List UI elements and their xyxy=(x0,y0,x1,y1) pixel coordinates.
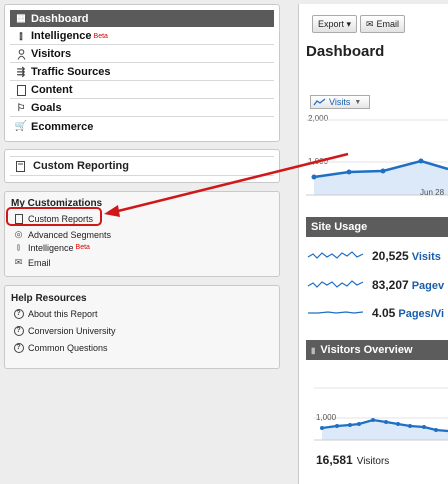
intelligence-label: Intelligence xyxy=(28,242,74,253)
export-button[interactable]: Export ▾ xyxy=(312,15,358,33)
main-nav-panel: ▦ Dashboard ⫾ Intelligence Beta Visitors… xyxy=(4,4,280,142)
help-resources-title: Help Resources xyxy=(11,293,87,304)
visitors-icon xyxy=(15,48,27,60)
nav-label: Traffic Sources xyxy=(31,66,111,78)
visits-area xyxy=(314,161,448,195)
nav-intelligence[interactable]: ⫾ Intelligence Beta xyxy=(10,28,274,45)
conversion-university-link[interactable]: ? Conversion University xyxy=(13,325,116,336)
common-questions-link[interactable]: ? Common Questions xyxy=(13,342,108,353)
visitors-chart xyxy=(314,387,448,441)
metric-pages-per-visit: 4.05 Pages/Vi xyxy=(372,306,444,320)
email-button-label: Email xyxy=(376,19,400,29)
nav-label: Ecommerce xyxy=(31,120,94,133)
email-button[interactable]: ✉ Email xyxy=(360,15,406,33)
metric-pageviews: 83,207 Pagev xyxy=(372,278,444,292)
about-report-label: About this Report xyxy=(28,308,98,319)
nav-label: Dashboard xyxy=(31,12,89,25)
goals-flag-icon: ⚐ xyxy=(16,102,26,114)
metric-value: 20,525 xyxy=(372,249,409,263)
beta-badge: Beta xyxy=(75,244,90,251)
email-envelope-icon: ✉ xyxy=(14,257,23,267)
page-title: Dashboard xyxy=(306,43,385,60)
nav-content[interactable]: Content xyxy=(10,82,274,99)
conversion-university-label: Conversion University xyxy=(28,325,116,336)
nav-dashboard[interactable]: ▦ Dashboard xyxy=(10,10,274,27)
main-content xyxy=(298,4,448,484)
about-report-link[interactable]: ? About this Report xyxy=(13,308,98,319)
y-axis-label-top: 2,000 xyxy=(308,114,329,123)
y-axis-label-mid: 1,000 xyxy=(316,413,337,422)
metric-label[interactable]: Visits xyxy=(411,251,441,263)
site-usage-title: Site Usage xyxy=(311,221,368,233)
drag-handle-icon[interactable]: ▮ xyxy=(311,345,316,355)
visitors-overview-header: ▮ Visitors Overview xyxy=(306,340,448,360)
custom-reporting-panel: Custom Reporting xyxy=(4,149,280,183)
advanced-segments-label: Advanced Segments xyxy=(28,229,112,240)
nav-goals[interactable]: ⚐ Goals xyxy=(10,100,274,117)
custom-report-icon xyxy=(16,160,28,172)
highlight-rectangle xyxy=(6,207,102,226)
common-questions-label: Common Questions xyxy=(28,342,108,353)
beta-badge: Beta xyxy=(93,32,108,40)
content-icon xyxy=(15,84,27,96)
my-customizations-title: My Customizations xyxy=(11,198,103,209)
nav-label: Intelligence xyxy=(31,30,92,42)
visitors-overview-title: Visitors Overview xyxy=(320,344,413,356)
metric-label[interactable]: Pages/Vi xyxy=(398,308,445,320)
email-label: Email xyxy=(28,257,51,268)
line-chart-icon xyxy=(313,98,326,106)
custom-reporting-link[interactable]: Custom Reporting xyxy=(10,156,274,176)
nav-traffic-sources[interactable]: ⇶ Traffic Sources xyxy=(10,64,274,81)
dashboard-icon: ▦ xyxy=(16,13,26,24)
data-point xyxy=(380,168,386,174)
site-usage-header: Site Usage xyxy=(306,217,448,237)
traffic-sources-icon: ⇶ xyxy=(16,66,26,78)
help-question-icon: ? xyxy=(13,325,24,336)
nav-label: Goals xyxy=(31,102,62,114)
help-question-icon: ? xyxy=(13,342,24,353)
arrow-head xyxy=(104,205,120,217)
metric-label: Visitors xyxy=(356,456,390,467)
custom-reporting-label: Custom Reporting xyxy=(33,160,129,172)
metric-visits: 20,525 Visits xyxy=(372,249,441,263)
sparkline-pageviews xyxy=(307,280,364,288)
metric-selector-label: Visits xyxy=(329,97,351,107)
custom-report-icon xyxy=(13,213,24,224)
nav-visitors[interactable]: Visitors xyxy=(10,46,274,63)
metric-value: 83,207 xyxy=(372,278,409,292)
data-point xyxy=(346,169,352,175)
custom-reports-label: Custom Reports xyxy=(28,213,94,224)
nav-label: Visitors xyxy=(31,48,72,60)
help-resources-panel: Help Resources ? About this Report ? Con… xyxy=(4,285,280,369)
metric-label[interactable]: Pagev xyxy=(411,280,445,292)
total-visitors: 16,581 Visitors xyxy=(316,453,389,467)
x-axis-label: Jun 28 xyxy=(420,188,445,197)
chevron-down-icon: ▼ xyxy=(354,98,362,106)
email-envelope-icon: ✉ xyxy=(366,18,374,29)
nav-label: Content xyxy=(31,84,73,96)
ecommerce-cart-icon: 🛒 xyxy=(14,121,28,132)
metric-value: 4.05 xyxy=(372,306,396,320)
metric-value: 16,581 xyxy=(316,453,353,467)
custom-reports-link[interactable]: Custom Reports xyxy=(13,213,93,224)
visits-chart xyxy=(306,119,448,196)
metric-selector-dropdown[interactable]: Visits ▼ xyxy=(310,95,370,109)
intelligence-icon: ⫾ xyxy=(19,30,23,42)
nav-ecommerce[interactable]: 🛒 Ecommerce xyxy=(10,118,274,135)
sparkline-visits xyxy=(307,251,364,259)
help-question-icon: ? xyxy=(13,308,24,319)
export-label: Export ▾ xyxy=(318,18,352,29)
data-point xyxy=(311,174,317,180)
email-link[interactable]: ✉ Email xyxy=(13,257,51,268)
intelligence-link[interactable]: ⫾ Intelligence Beta xyxy=(13,242,90,253)
my-customizations-panel: My Customizations Custom Reports ◎ Advan… xyxy=(4,191,280,277)
intelligence-icon: ⫾ xyxy=(17,242,20,252)
data-point xyxy=(418,158,424,164)
sparkline-pages-per-visit xyxy=(308,311,364,314)
advanced-segments-link[interactable]: ◎ Advanced Segments xyxy=(13,229,112,240)
segments-icon: ◎ xyxy=(14,229,23,239)
